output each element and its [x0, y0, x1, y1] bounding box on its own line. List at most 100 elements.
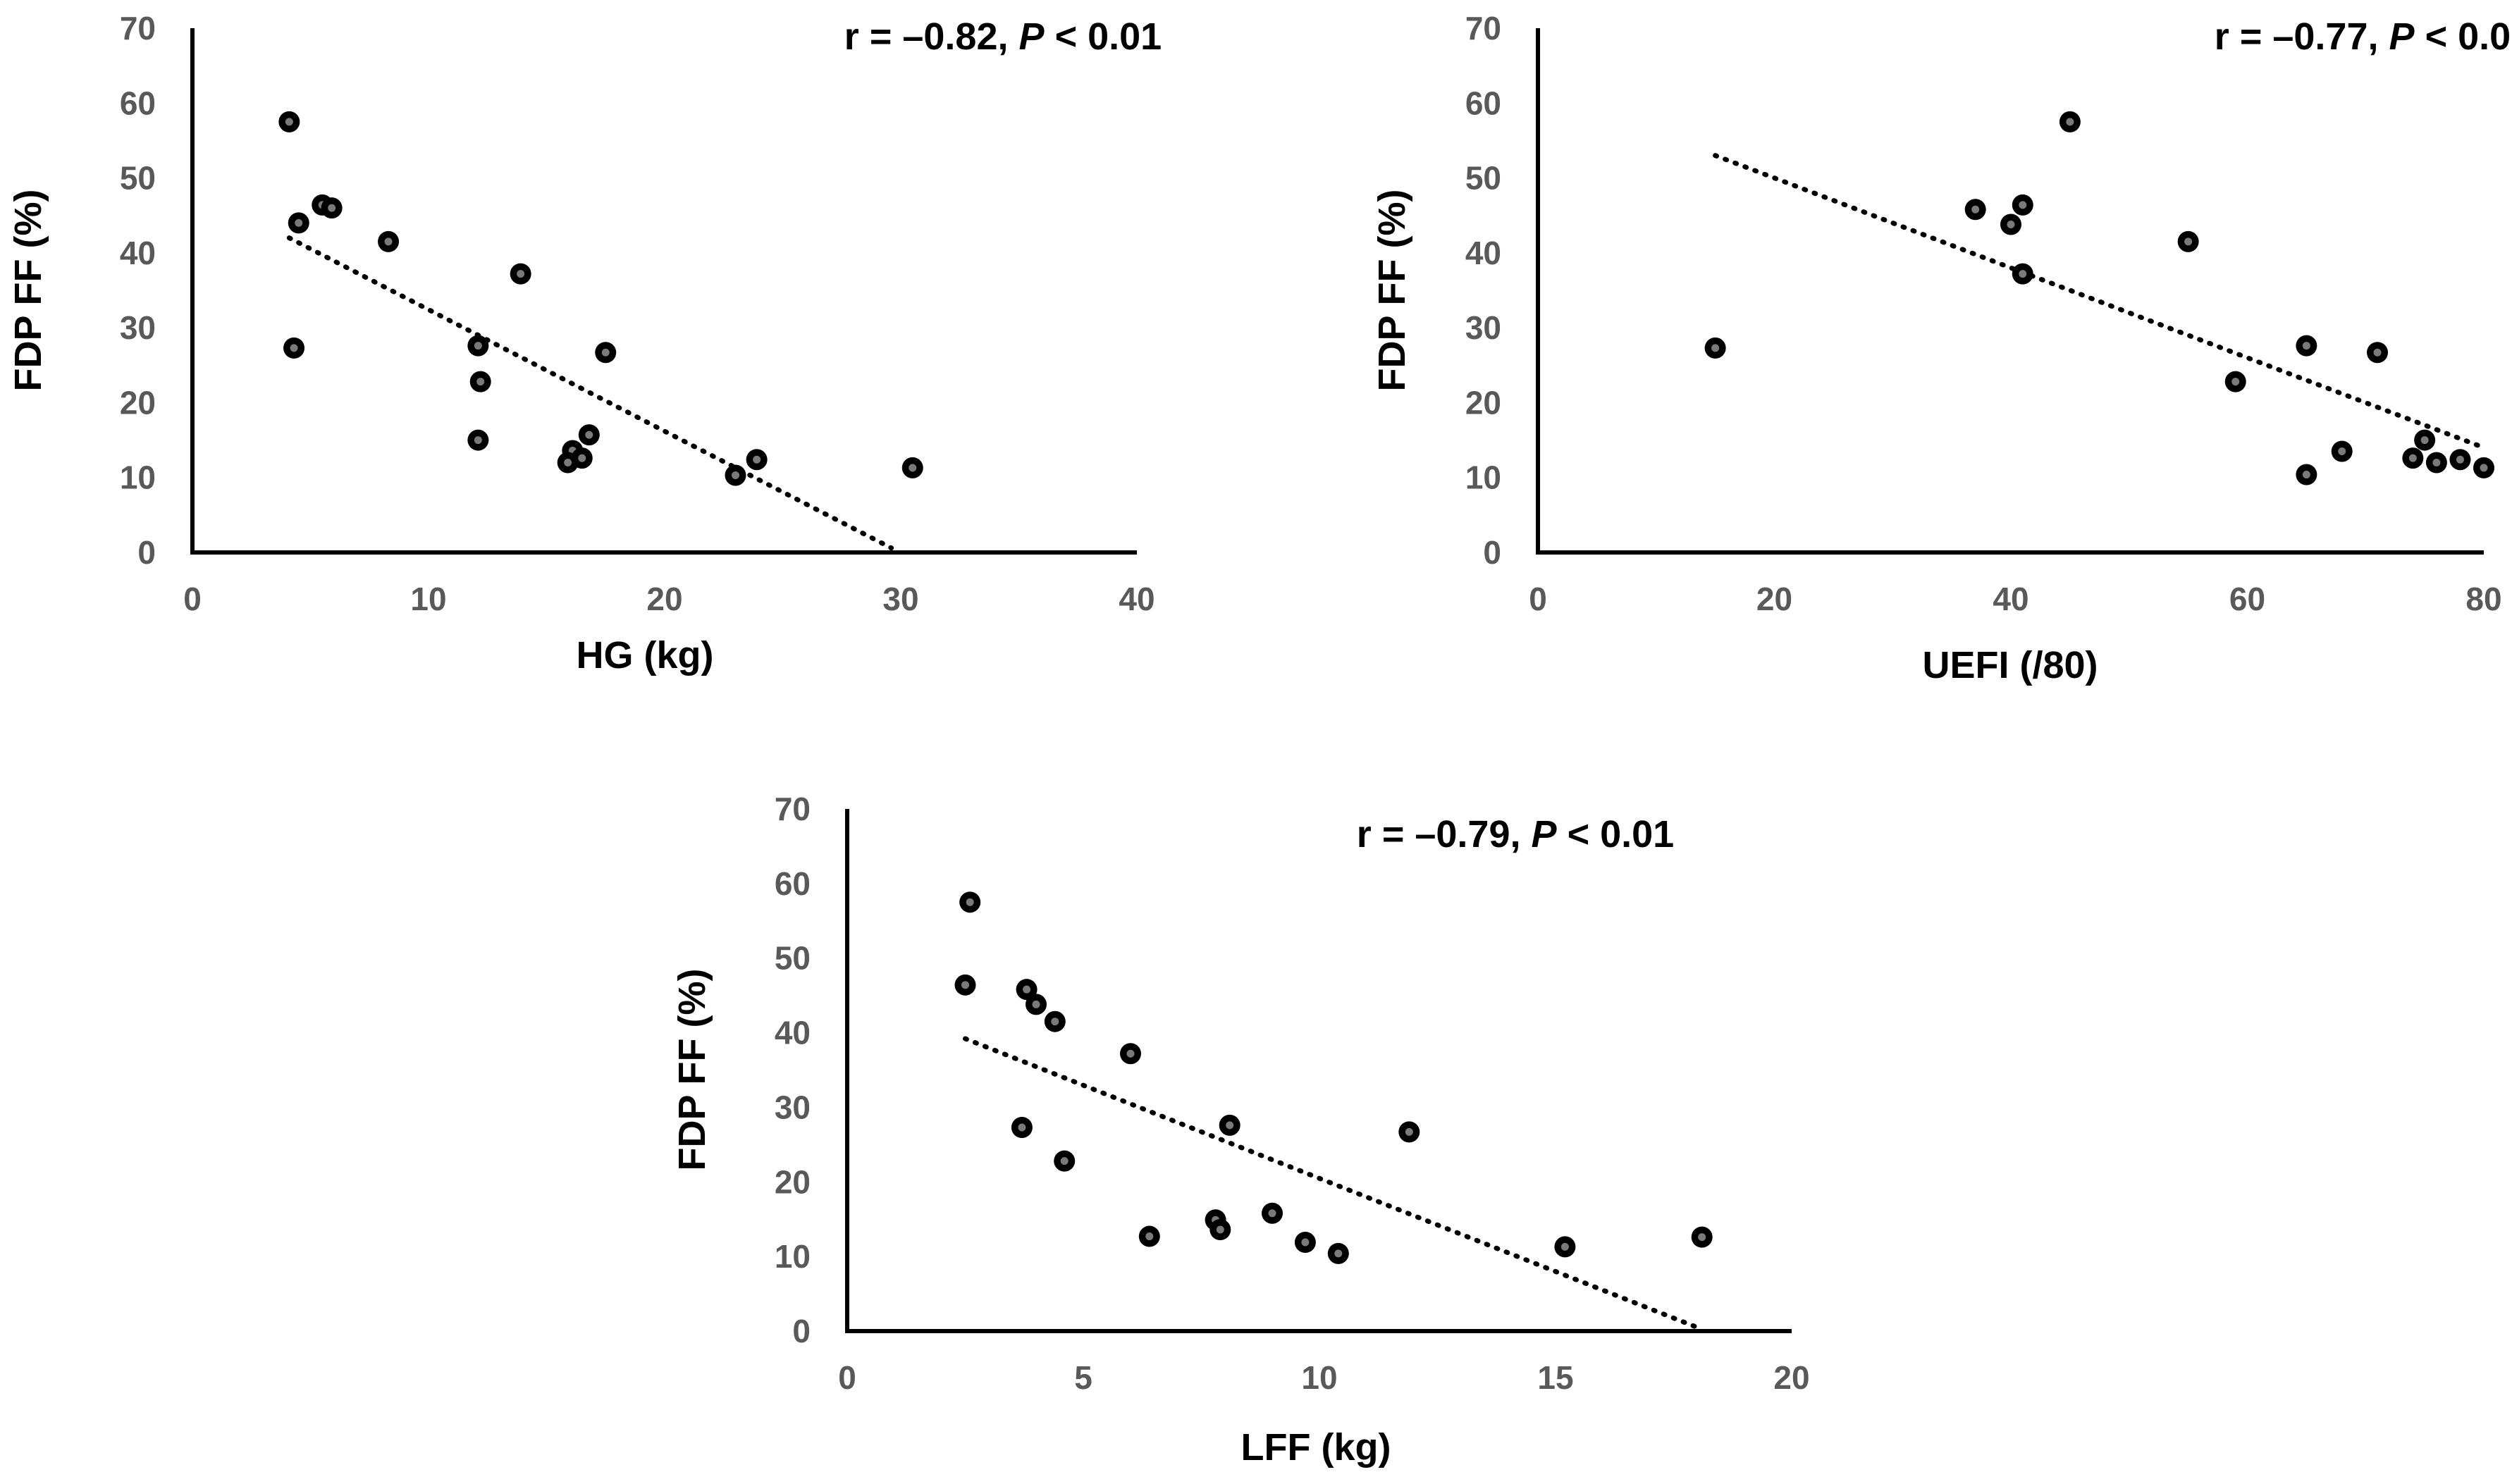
y-tick-label: 70 [120, 10, 156, 47]
data-point-center [2184, 237, 2193, 246]
y-tick-label: 50 [775, 940, 811, 977]
data-point-center [1405, 1127, 1413, 1136]
y-tick-label: 70 [1465, 10, 1501, 47]
data-point-center [1126, 1049, 1135, 1058]
y-tick-label: 40 [120, 235, 156, 271]
data-point [2296, 464, 2317, 486]
data-point-center [732, 471, 739, 480]
data-point-center [2420, 436, 2429, 445]
data-point-center [328, 204, 336, 212]
data-point-center [1711, 344, 1720, 352]
x-axis-title: HG (kg) [577, 634, 714, 676]
data-point-center [1560, 1242, 1569, 1251]
data-point-center [578, 454, 586, 462]
data-point [959, 891, 981, 913]
data-point-center [1216, 1225, 1224, 1234]
data-point-center [474, 436, 482, 445]
x-tick-label: 40 [1993, 581, 2028, 617]
panel-hg: 0 10 20 30 40 50 60 70 0 10 20 30 40 r = –0.82, P <… [7, 10, 1162, 676]
panel-uefi: 0 10 20 30 40 50 60 70 0 20 40 60 80 r = –0.77, P <… [1371, 10, 2512, 686]
data-point-center [285, 118, 293, 126]
x-axis-title: LFF (kg) [1241, 1426, 1391, 1468]
data-point [278, 111, 300, 132]
data-point-center [474, 342, 482, 350]
data-point-center [1226, 1121, 1234, 1130]
data-point-center [2007, 220, 2015, 228]
x-tick-label: 5 [1074, 1359, 1092, 1396]
data-point-center [1023, 985, 1031, 994]
data-point [1209, 1219, 1231, 1241]
data-point [1262, 1202, 1283, 1224]
data-point [283, 337, 305, 359]
data-point [954, 974, 976, 996]
data-point-center [290, 344, 298, 352]
data-point-center [2066, 118, 2074, 126]
y-tick-label: 30 [1465, 309, 1501, 346]
x-tick-label: 0 [838, 1359, 856, 1396]
x-tick-label: 10 [1301, 1359, 1337, 1396]
data-point-center [2338, 447, 2346, 456]
y-tick-label: 0 [792, 1313, 811, 1349]
data-point [2331, 440, 2353, 462]
trendline [963, 1036, 1700, 1330]
y-axis-title: FDP FF (%) [7, 190, 49, 392]
data-point [901, 457, 923, 478]
x-tick-label: 40 [1119, 581, 1155, 617]
x-tick-label: 20 [1773, 1359, 1809, 1396]
data-point [2012, 263, 2033, 285]
data-point [510, 263, 531, 285]
data-point-center [1334, 1249, 1343, 1258]
data-point-center [909, 464, 917, 472]
data-point-center [1698, 1233, 1706, 1242]
x-tick-label: 20 [646, 581, 682, 617]
data-point-center [1145, 1232, 1154, 1241]
data-point-center [2231, 378, 2240, 386]
data-point [1294, 1232, 1316, 1254]
data-point [1138, 1225, 1160, 1247]
y-axis-title: FDP FF (%) [671, 969, 713, 1171]
y-tick-label: 10 [775, 1238, 811, 1275]
y-tick-label: 10 [1465, 459, 1501, 496]
y-tick-label: 20 [775, 1163, 811, 1200]
data-point-center [2432, 458, 2441, 466]
data-point [2414, 429, 2436, 451]
data-point [2402, 447, 2424, 469]
data-point [1219, 1114, 1240, 1136]
x-tick-labels: 0 10 20 30 40 [183, 581, 1155, 617]
data-points [278, 111, 923, 486]
y-tick-label: 20 [120, 384, 156, 421]
data-point [2224, 371, 2246, 392]
data-point [1964, 199, 1986, 221]
data-point-center [601, 348, 610, 357]
data-point [288, 212, 309, 234]
data-point-center [1018, 1123, 1026, 1132]
data-point-center [476, 378, 485, 386]
data-point-center [1051, 1018, 1059, 1026]
y-tick-labels: 0 10 20 30 40 50 60 70 [120, 10, 156, 571]
data-point [378, 230, 400, 252]
data-point-center [2373, 348, 2382, 357]
data-point [1704, 337, 1726, 359]
data-point-center [2480, 464, 2488, 472]
x-tick-label: 0 [1529, 581, 1547, 617]
x-tick-label: 15 [1537, 1359, 1573, 1396]
x-tick-label: 10 [410, 581, 446, 617]
data-point [467, 429, 489, 451]
data-point [725, 464, 746, 486]
y-tick-labels: 0 10 20 30 40 50 60 70 [1465, 10, 1501, 571]
trendline [1713, 153, 2487, 450]
data-point-center [1032, 1000, 1040, 1008]
correlation-annotation: r = –0.79, P < 0.01 [1357, 813, 1674, 855]
data-point [2367, 342, 2389, 364]
data-point-center [384, 237, 393, 246]
data-point-center [2302, 342, 2310, 350]
data-point [2449, 449, 2471, 471]
data-point [1398, 1121, 1420, 1143]
data-point-center [517, 270, 525, 278]
data-point [2059, 111, 2081, 132]
data-point-center [1268, 1209, 1276, 1218]
x-tick-labels: 0 20 40 60 80 [1529, 581, 2501, 617]
data-point [2012, 194, 2033, 216]
y-tick-label: 60 [120, 85, 156, 121]
data-point-center [2019, 270, 2027, 278]
